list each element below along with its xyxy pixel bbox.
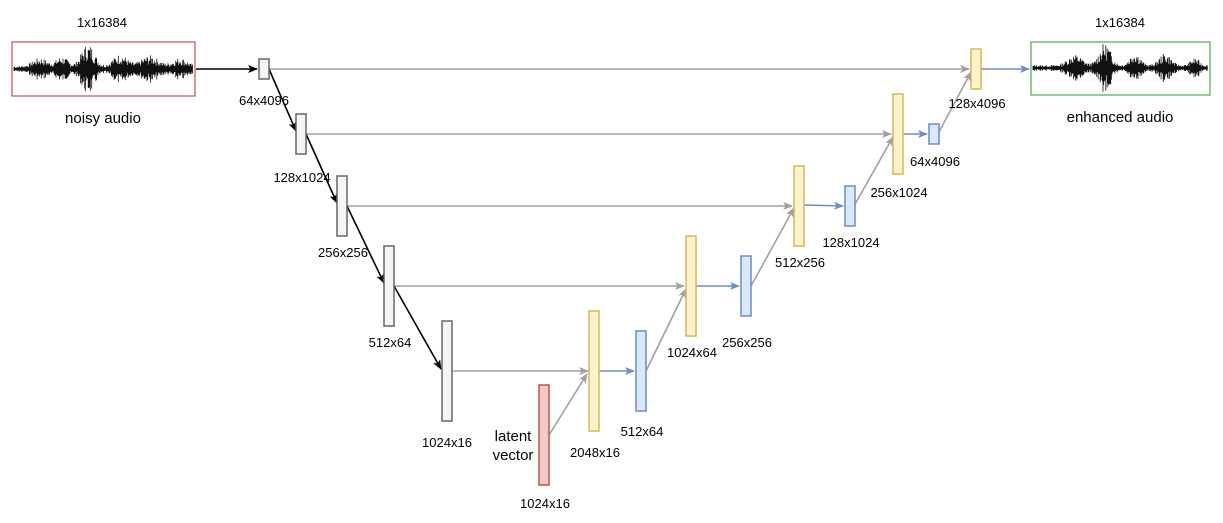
noisy-waveform (13, 46, 193, 92)
decoder-label-1: 512x64 (621, 424, 664, 439)
concat-block-3 (793, 165, 805, 247)
latent-caption-line2: vector (493, 447, 534, 464)
latent-label: 1024x16 (520, 496, 570, 511)
encoder-labels: 64x4096 128x1024 256x256 512x64 1024x16 (239, 93, 472, 450)
enhanced-waveform (1032, 44, 1208, 92)
encoder-label-4: 512x64 (369, 335, 412, 350)
input-size-label: 1x16384 (77, 15, 127, 30)
decoder-label-4: 64x4096 (910, 154, 960, 169)
output-caption: enhanced audio (1067, 109, 1174, 126)
encoder-block-1 (258, 58, 270, 80)
encoder-label-5: 1024x16 (422, 435, 472, 450)
down-arrow-3 (346, 205, 385, 284)
input-caption: noisy audio (65, 110, 141, 127)
encoder-label-3: 256x256 (318, 245, 368, 260)
decoder-block-1 (635, 330, 647, 412)
decoder-label-2: 256x256 (722, 335, 772, 350)
concat-label-5: 128x4096 (948, 96, 1005, 111)
up-arrow-2 (750, 207, 795, 287)
output-audio: 1x16384 enhanced audio (1030, 15, 1211, 126)
decoder-blocks (635, 123, 940, 412)
down-arrow-1 (268, 68, 297, 132)
encoder-blocks (258, 58, 453, 422)
concat-label-4: 256x1024 (870, 185, 927, 200)
concat-blocks (588, 48, 982, 432)
encoder-label-2: 128x1024 (273, 170, 330, 185)
latent-caption-line1: latent (495, 428, 533, 445)
latent-vector: latent vector 1024x16 (493, 384, 570, 511)
concat-block-5 (970, 48, 982, 90)
decoder-labels: 512x64 256x256 128x1024 64x4096 (621, 154, 960, 439)
input-audio: 1x16384 noisy audio (11, 15, 196, 127)
encoder-path (196, 65, 442, 370)
concat-block-2 (685, 235, 697, 337)
encoder-block-3 (336, 175, 348, 237)
concat-block-1 (588, 310, 600, 432)
decoder-block-2 (740, 255, 752, 317)
up-arrow-3 (853, 136, 894, 207)
concat-label-1: 2048x16 (570, 445, 620, 460)
decoder-block-4 (928, 123, 940, 145)
concat-block-4 (892, 93, 904, 175)
decoder-arrows (599, 65, 1030, 375)
down-arrow-2 (305, 133, 338, 204)
concat-label-2: 1024x64 (667, 345, 717, 360)
up-arrow-1 (645, 288, 687, 372)
down-arrow-4 (393, 285, 442, 370)
decoder-label-3: 128x1024 (822, 235, 879, 250)
encoder-block-2 (295, 113, 307, 155)
encoder-block-5 (441, 320, 453, 422)
latent-to-concat-arrow (548, 373, 588, 436)
encoder-label-1: 64x4096 (239, 93, 289, 108)
latent-block (538, 384, 550, 486)
concat-label-3: 512x256 (775, 255, 825, 270)
skip-connections (269, 65, 972, 436)
decoder-block-3 (844, 185, 856, 227)
encoder-block-4 (383, 245, 395, 327)
output-size-label: 1x16384 (1095, 15, 1145, 30)
blue-arrow-3 (803, 201, 844, 210)
up-arrow-4 (937, 71, 972, 135)
concat-labels: 2048x16 1024x64 512x256 256x1024 128x409… (570, 96, 1006, 460)
